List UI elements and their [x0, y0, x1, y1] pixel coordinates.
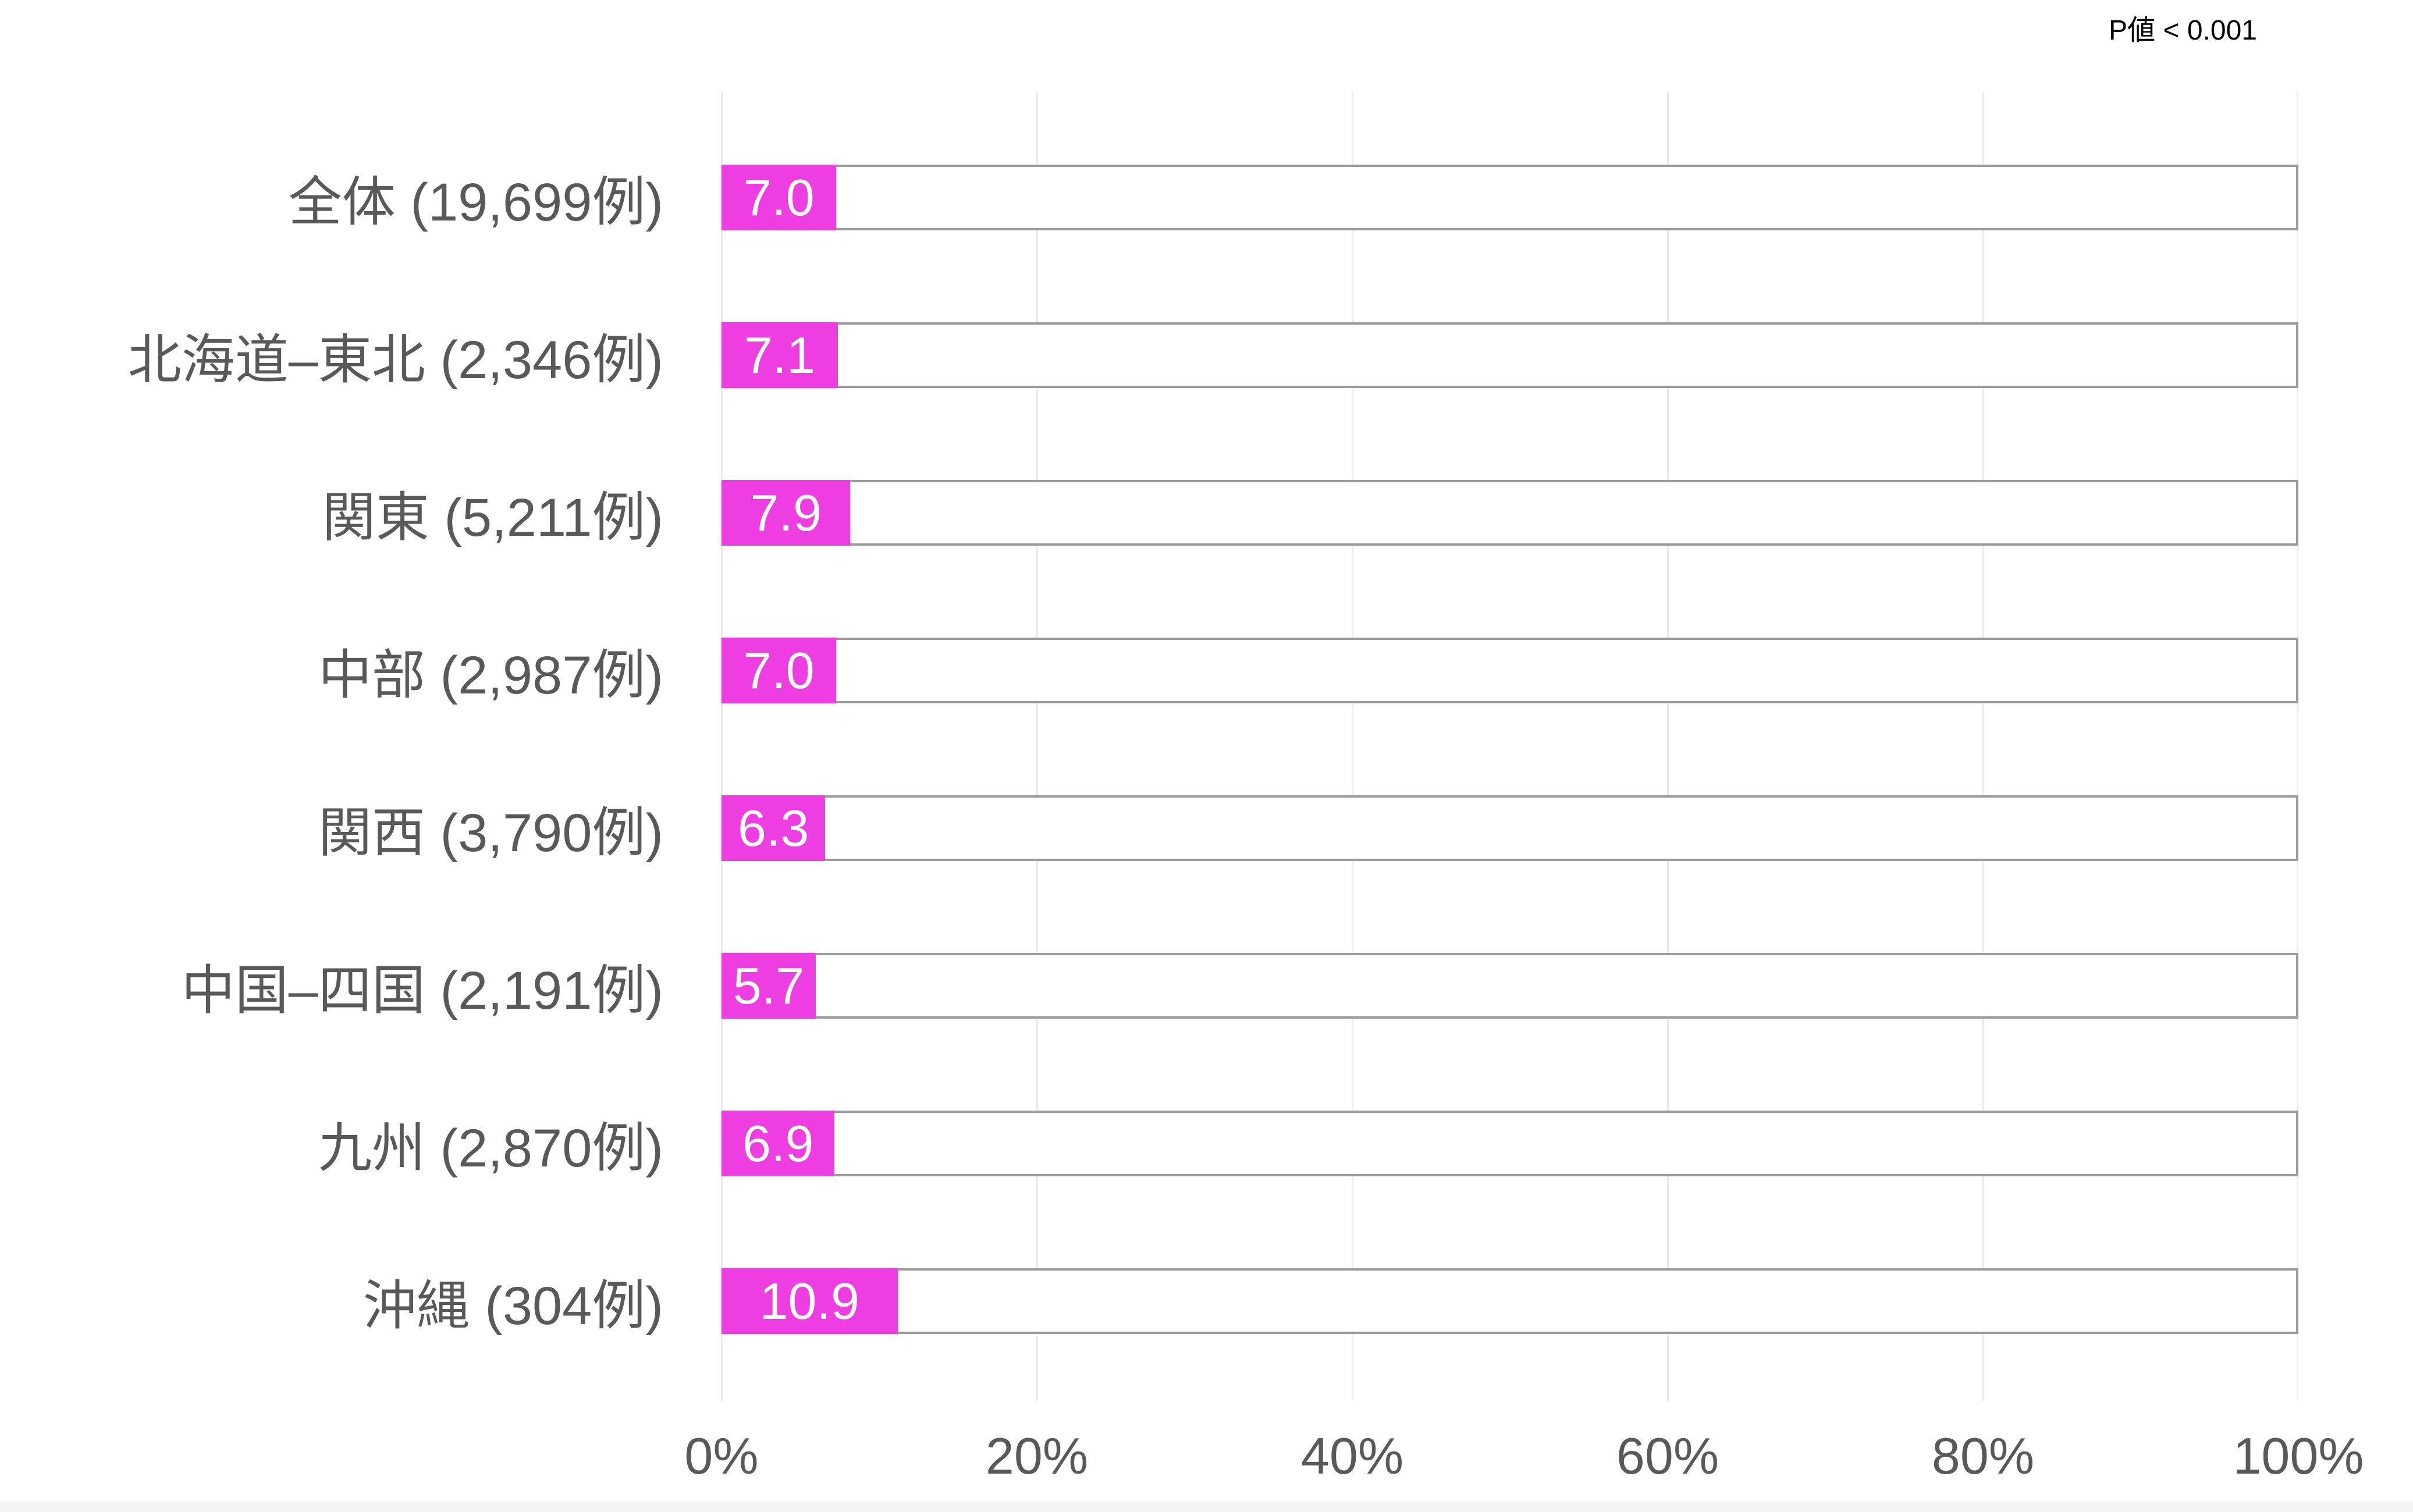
gridline-20pct — [1036, 92, 1038, 1401]
bar-value-label: 7.9 — [750, 483, 822, 542]
category-label: 中国–四国 (2,191例) — [181, 961, 663, 1020]
category-label: 関東 (5,211例) — [322, 488, 663, 547]
category-label: 沖縄 (304例) — [363, 1276, 663, 1336]
gridline-0pct — [721, 92, 723, 1401]
x-tick-40pct: 40% — [1300, 1427, 1404, 1485]
x-tick-20pct: 20% — [985, 1427, 1089, 1485]
x-tick-100pct: 100% — [2233, 1427, 2364, 1485]
bar-value-label: 7.0 — [743, 168, 815, 226]
x-tick-60pct: 60% — [1616, 1427, 1719, 1485]
bar-fill: 7.0 — [722, 165, 837, 230]
category-label: 九州 (2,870例) — [318, 1119, 663, 1178]
bar-track: 10.9 — [722, 1268, 2298, 1334]
bar-value-label: 10.9 — [759, 1272, 859, 1330]
x-tick-80pct: 80% — [1931, 1427, 2035, 1485]
category-label: 北海道–東北 (2,346例) — [127, 330, 663, 390]
bar-fill: 6.3 — [722, 795, 826, 861]
category-label: 中部 (2,987例) — [318, 646, 663, 705]
bar-track: 7.0 — [722, 165, 2298, 230]
bar-value-label: 6.9 — [742, 1114, 814, 1172]
bar-row: 沖縄 (304例) 10.9 — [0, 1222, 2413, 1380]
bar-value-label: 7.0 — [743, 641, 815, 699]
bar-row: 関東 (5,211例) 7.9 — [0, 434, 2413, 592]
p-value-annotation: P値 < 0.001 — [2109, 15, 2257, 46]
bar-track: 7.1 — [722, 322, 2298, 388]
bar-track: 6.9 — [722, 1111, 2298, 1176]
plot-area — [721, 92, 2298, 1401]
bar-value-label: 7.1 — [744, 326, 816, 384]
bar-row: 中国–四国 (2,191例) 5.7 — [0, 907, 2413, 1065]
bar-fill: 7.0 — [722, 638, 837, 703]
bar-row: 九州 (2,870例) 6.9 — [0, 1065, 2413, 1222]
x-tick-0pct: 0% — [684, 1427, 759, 1485]
bar-row: 北海道–東北 (2,346例) 7.1 — [0, 276, 2413, 434]
bar-fill: 6.9 — [722, 1111, 835, 1176]
bottom-band — [0, 1502, 2413, 1512]
gridline-40pct — [1352, 92, 1353, 1401]
bar-row: 中部 (2,987例) 7.0 — [0, 592, 2413, 749]
bar-fill: 5.7 — [722, 953, 816, 1019]
gridline-80pct — [1982, 92, 1984, 1401]
bar-fill: 7.1 — [722, 322, 838, 388]
gridline-60pct — [1667, 92, 1669, 1401]
bar-track: 5.7 — [722, 953, 2298, 1019]
bar-fill: 7.9 — [722, 480, 851, 546]
bar-fill: 10.9 — [722, 1268, 898, 1334]
bar-track: 6.3 — [722, 795, 2298, 861]
bar-value-label: 5.7 — [733, 956, 805, 1015]
bar-track: 7.0 — [722, 638, 2298, 703]
bar-row: 関西 (3,790例) 6.3 — [0, 749, 2413, 907]
gridline-100pct — [2297, 92, 2298, 1401]
category-label: 関西 (3,790例) — [318, 803, 663, 863]
bar-row: 全体 (19,699例) 7.0 — [0, 119, 2413, 276]
category-label: 全体 (19,699例) — [288, 173, 663, 232]
bar-track: 7.9 — [722, 480, 2298, 546]
bar-value-label: 6.3 — [737, 799, 809, 857]
